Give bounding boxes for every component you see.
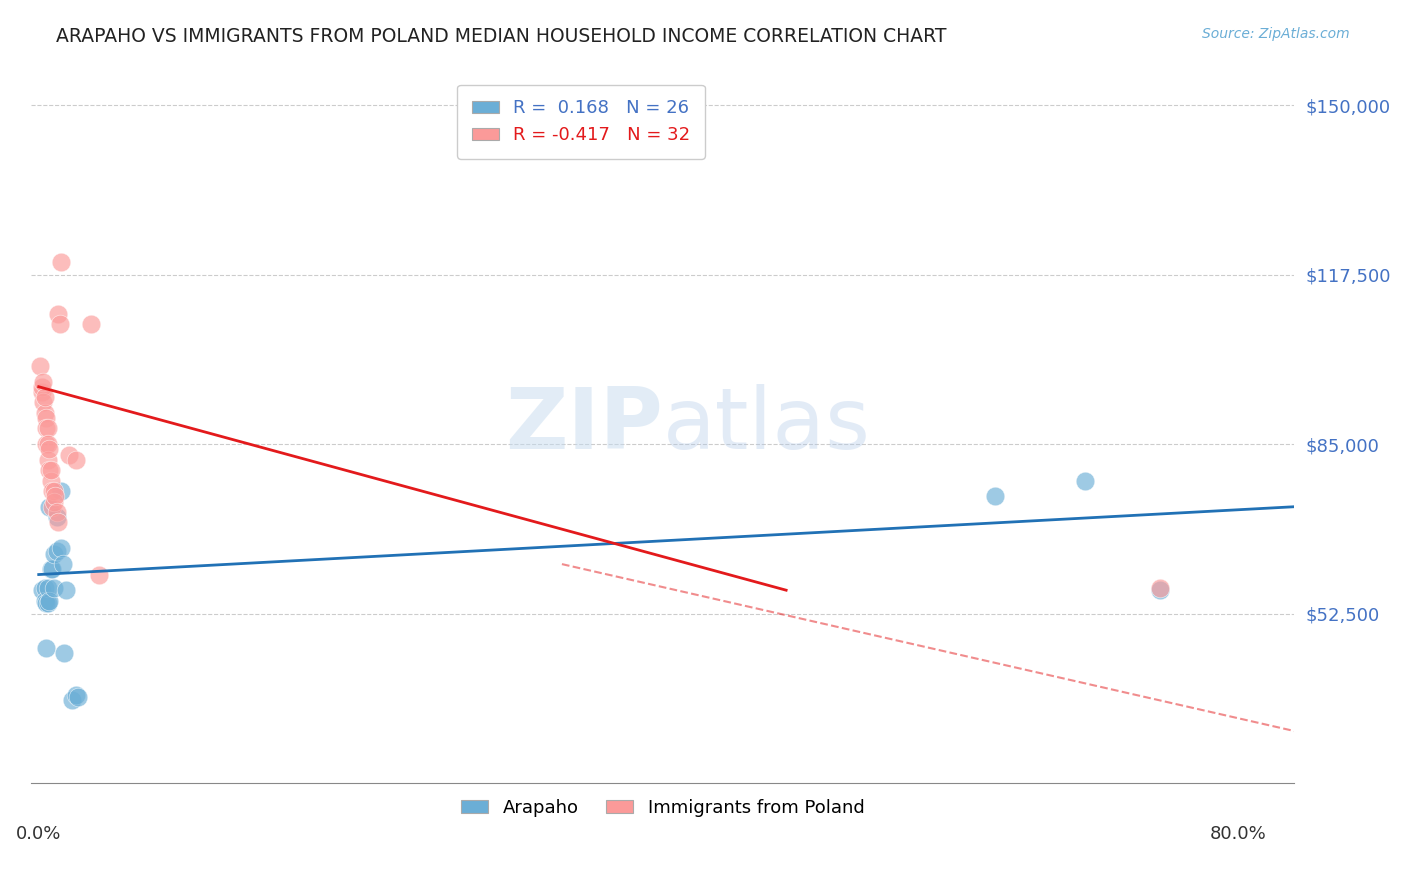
Point — [39, 463, 62, 477]
Point — [39, 562, 62, 576]
Point — [46, 516, 69, 530]
Point — [39, 474, 62, 488]
Point — [38, 593, 60, 607]
Point — [42, 494, 65, 508]
Point — [1149, 581, 1171, 595]
Point — [41, 500, 63, 514]
Text: ARAPAHO VS IMMIGRANTS FROM POLAND MEDIAN HOUSEHOLD INCOME CORRELATION CHART: ARAPAHO VS IMMIGRANTS FROM POLAND MEDIAN… — [56, 27, 946, 45]
Point — [49, 484, 72, 499]
Point — [46, 307, 69, 321]
Point — [42, 484, 65, 499]
Point — [31, 384, 53, 399]
Point — [65, 452, 87, 467]
Text: Source: ZipAtlas.com: Source: ZipAtlas.com — [1202, 27, 1350, 41]
Text: 0.0%: 0.0% — [15, 825, 62, 843]
Point — [34, 581, 56, 595]
Point — [37, 421, 59, 435]
Point — [31, 380, 53, 394]
Point — [45, 510, 67, 524]
Point — [34, 390, 56, 404]
Point — [32, 375, 55, 389]
Point — [65, 688, 87, 702]
Point — [34, 593, 56, 607]
Point — [60, 692, 83, 706]
Point — [38, 463, 60, 477]
Point — [1149, 583, 1171, 598]
Point — [42, 581, 65, 595]
Legend: Arapaho, Immigrants from Poland: Arapaho, Immigrants from Poland — [454, 792, 872, 824]
Point — [48, 317, 70, 331]
Point — [30, 359, 52, 373]
Point — [32, 395, 55, 409]
Point — [45, 544, 67, 558]
Point — [44, 489, 66, 503]
Point — [35, 640, 58, 655]
Point — [35, 596, 58, 610]
Point — [66, 690, 89, 705]
Point — [35, 411, 58, 425]
Point — [87, 567, 110, 582]
Point — [41, 562, 63, 576]
Point — [49, 254, 72, 268]
Point — [35, 421, 58, 435]
Point — [80, 317, 103, 331]
Point — [58, 448, 80, 462]
Point — [49, 541, 72, 556]
Point — [52, 557, 75, 571]
Point — [38, 442, 60, 457]
Point — [41, 484, 63, 499]
Point — [37, 452, 59, 467]
Point — [984, 489, 1007, 503]
Point — [37, 596, 59, 610]
Point — [34, 406, 56, 420]
Point — [45, 505, 67, 519]
Point — [53, 646, 76, 660]
Text: ZIP: ZIP — [505, 384, 662, 467]
Point — [35, 437, 58, 451]
Text: 80.0%: 80.0% — [1209, 825, 1267, 843]
Point — [37, 437, 59, 451]
Point — [55, 583, 77, 598]
Point — [1074, 474, 1097, 488]
Point — [31, 583, 53, 598]
Point — [42, 547, 65, 561]
Point — [38, 500, 60, 514]
Point — [37, 581, 59, 595]
Text: atlas: atlas — [662, 384, 870, 467]
